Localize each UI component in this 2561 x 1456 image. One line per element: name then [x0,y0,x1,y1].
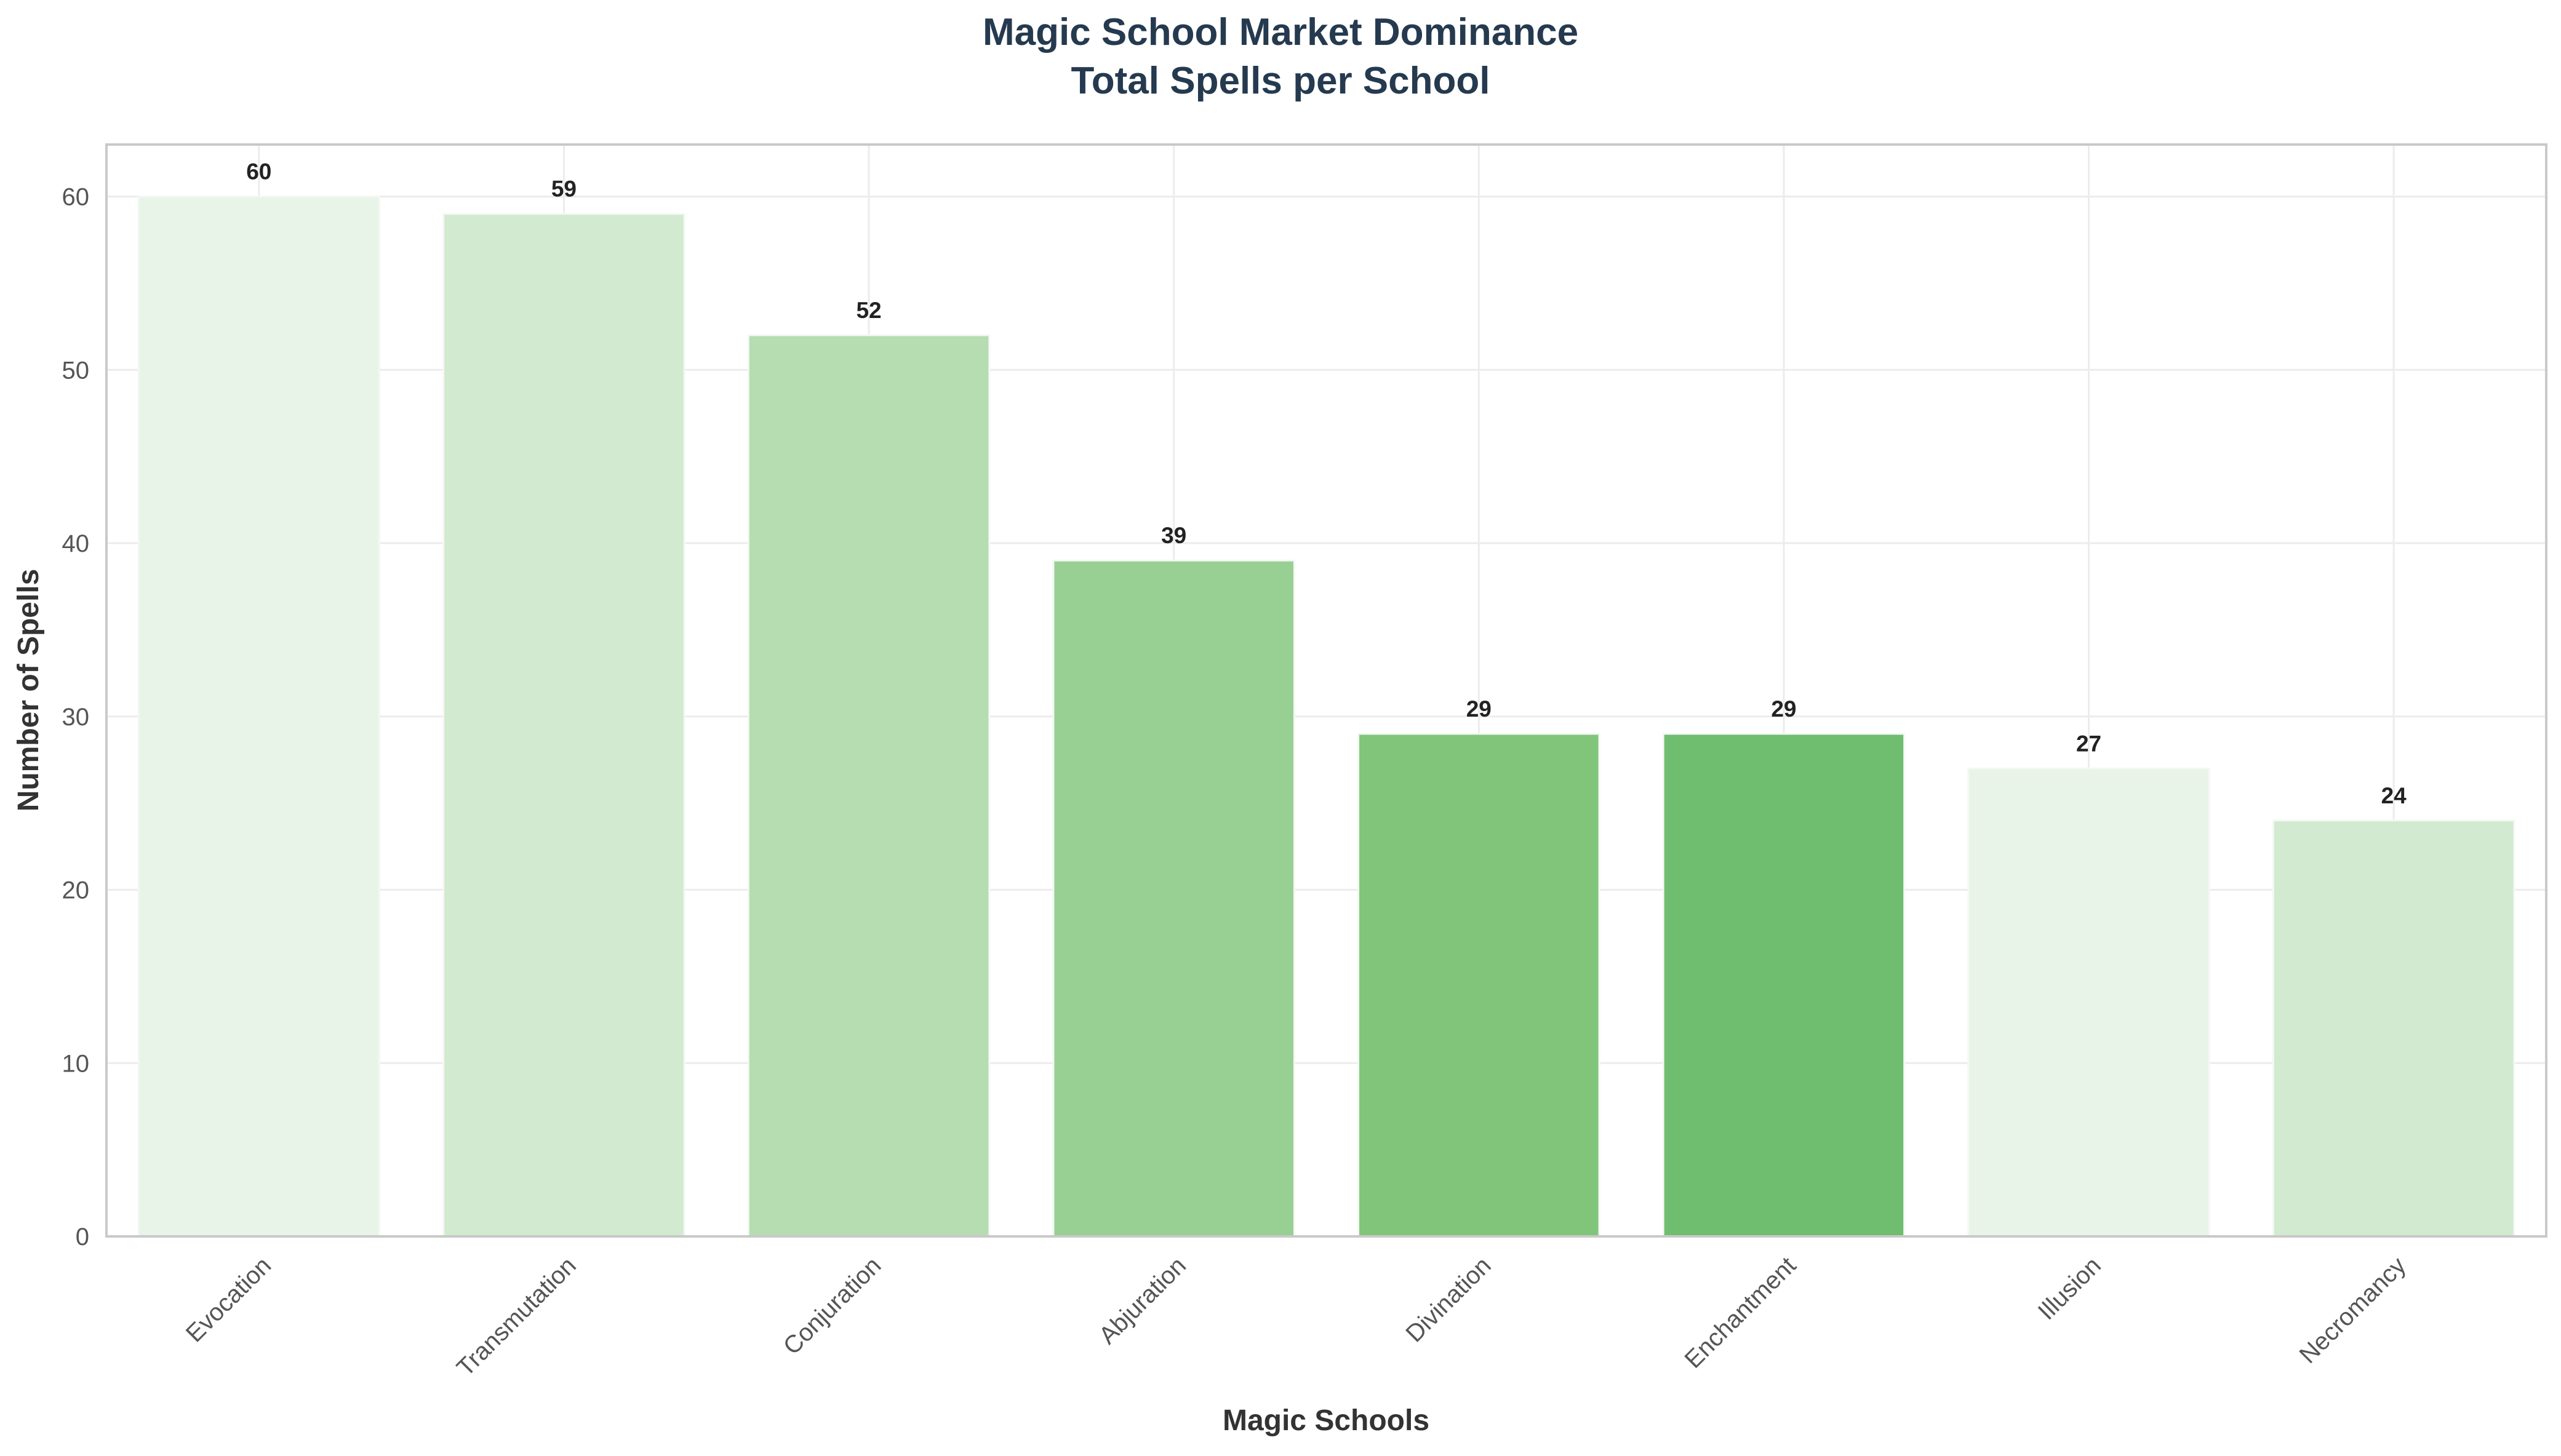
bar-divination [1357,733,1600,1238]
chart-title-line-2: Total Spells per School [1071,60,1490,102]
y-tick-label: 30 [62,704,90,731]
x-tick-label: Conjuration [778,1252,887,1360]
bar-enchantment [1662,733,1906,1238]
bar-value-label: 29 [1771,696,1796,722]
bar-value-label: 29 [1466,696,1492,722]
y-tick-label: 20 [62,877,90,904]
bar-value-label: 24 [2381,783,2407,808]
x-tick-label: Evocation [181,1252,276,1347]
y-tick-label: 50 [62,357,90,384]
x-axis-label: Magic Schools [1223,1404,1429,1437]
bar-value-label: 59 [551,177,577,202]
x-tick-label: Illusion [2033,1252,2106,1325]
y-axis-label: Number of Spells [12,569,45,812]
x-tick-label: Divination [1400,1252,1496,1347]
bar-conjuration [747,334,991,1238]
bar-evocation [137,196,381,1238]
bar-value-label: 60 [246,159,271,185]
x-axis-ticks: Evocation Transmutation Conjuration Abjurat… [181,1252,2411,1382]
bar-value-label: 27 [2076,731,2101,756]
x-tick-label: Necromancy [2295,1252,2411,1369]
plot-frame [105,143,2547,1238]
bar-value-label: 52 [856,298,881,323]
bar-transmutation [442,213,685,1238]
y-axis-ticks: 0 10 20 30 40 50 60 [62,184,90,1251]
x-tick-label: Transmutation [452,1252,581,1382]
y-tick-label: 10 [62,1050,90,1077]
x-tick-label: Abjuration [1094,1252,1191,1349]
bar-value-labels: 60 59 52 39 29 29 27 24 [246,159,2407,808]
y-tick-label: 60 [62,184,90,211]
bars [137,196,2515,1238]
bar-abjuration [1052,559,1295,1238]
bar-necromancy [2272,819,2515,1238]
y-tick-label: 0 [76,1223,89,1251]
chart-title-line-1: Magic School Market Dominance [983,11,1578,54]
chart-title: Magic School Market Dominance Total Spel… [983,11,1578,102]
x-tick-label: Enchantment [1680,1252,1802,1374]
plot-area: 60 59 52 39 29 29 27 24 [105,143,2547,1238]
bar-illusion [1967,767,2210,1238]
y-tick-label: 40 [62,530,90,557]
bar-value-label: 39 [1161,523,1186,548]
